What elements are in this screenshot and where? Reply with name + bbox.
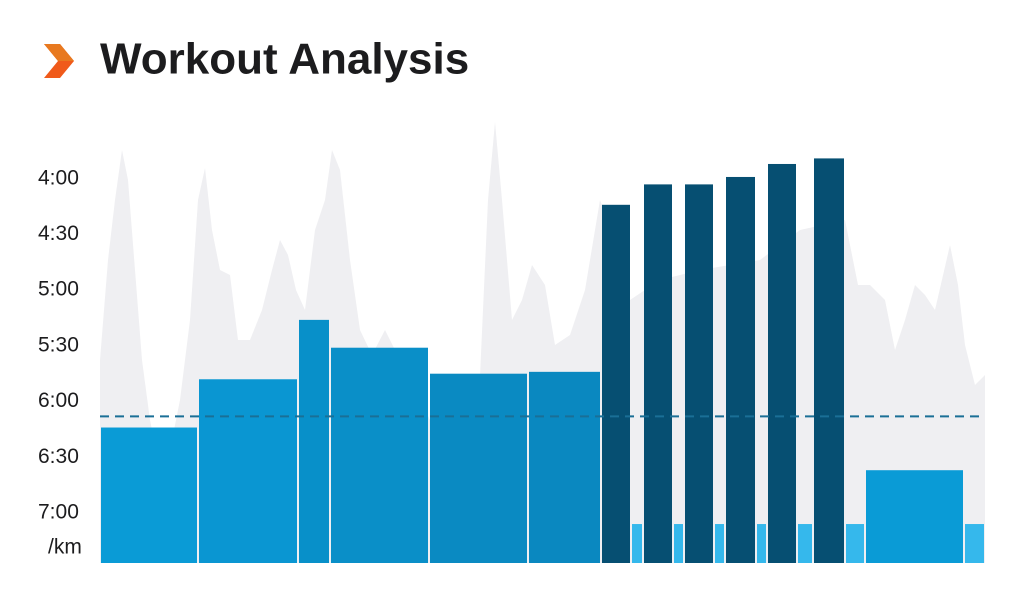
bar [768,163,796,563]
bar [674,524,683,563]
y-tick-label: 5:00 [38,278,79,301]
y-tick-label: 5:30 [38,333,79,356]
bar [965,524,984,563]
bar [199,379,297,563]
bar [602,204,630,563]
bar [757,524,766,563]
bar [685,184,713,563]
bar [644,184,672,563]
bar [529,371,600,563]
bar [798,524,812,563]
bar [101,427,197,563]
bar [866,470,963,563]
bar [846,524,864,563]
bar [632,524,642,563]
bar [726,176,755,563]
chart-title: Workout Analysis [100,35,469,84]
y-axis-unit: /km [48,536,82,559]
logo-icon-shade [44,44,74,61]
y-tick-label: 6:00 [38,389,79,412]
bar [299,319,329,563]
y-tick-label: 4:30 [38,222,79,245]
bar [715,524,724,563]
y-tick-label: 4:00 [38,166,79,189]
bar [430,373,527,563]
bar [814,158,844,563]
y-tick-label: 7:00 [38,500,79,523]
y-tick-label: 6:30 [38,445,79,468]
bar [331,347,428,563]
